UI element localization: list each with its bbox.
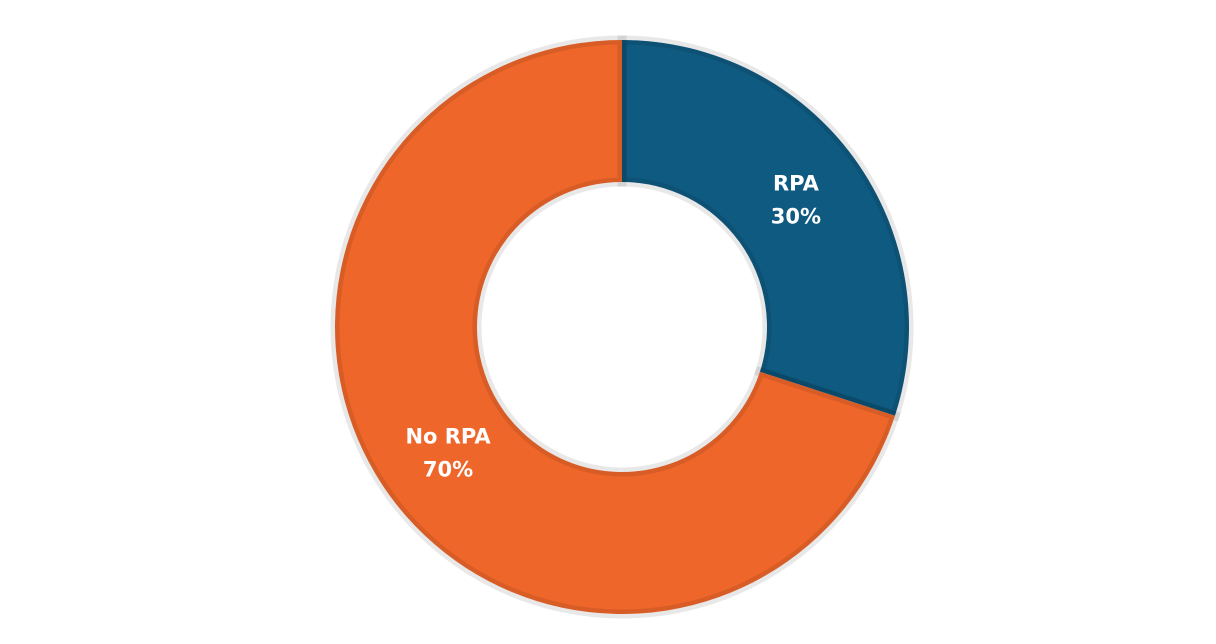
- slice-label: No RPA: [405, 424, 491, 448]
- value-label: 70%: [423, 457, 473, 481]
- slice-label: RPA: [773, 172, 820, 196]
- value-label: 30%: [771, 205, 821, 229]
- wedge: [330, 35, 901, 619]
- wedge: [617, 35, 914, 422]
